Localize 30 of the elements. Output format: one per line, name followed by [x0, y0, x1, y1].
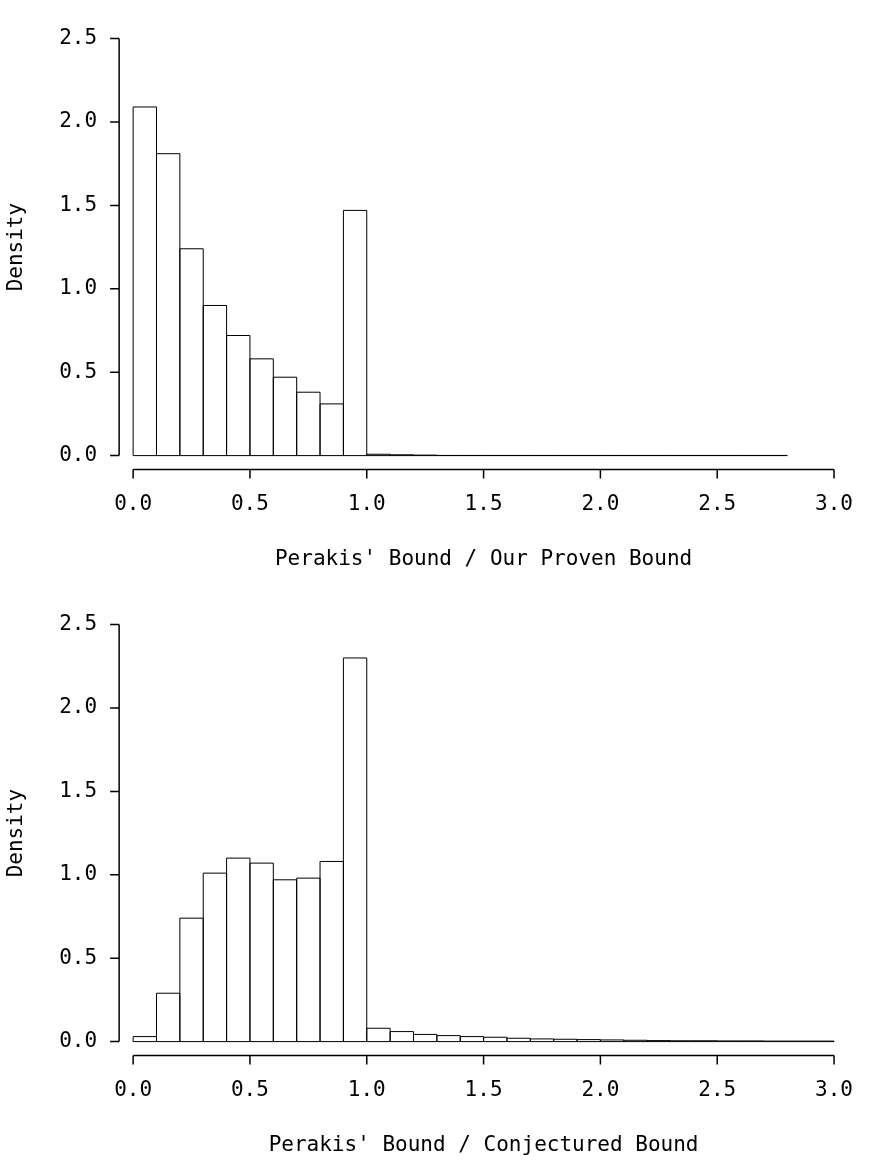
x-tick-label: 2.5 [698, 490, 737, 515]
x-tick-label: 1.5 [464, 490, 503, 515]
y-tick-label: 0.5 [59, 944, 98, 969]
y-tick-label: 1.0 [59, 275, 98, 300]
y-tick-label: 2.0 [59, 694, 98, 719]
y-tick-label: 2.5 [59, 611, 98, 636]
y-axis-title: Density [3, 788, 28, 878]
y-tick-label: 0.5 [59, 358, 98, 383]
x-tick-label: 2.0 [581, 490, 620, 515]
y-tick-label: 1.5 [59, 777, 98, 802]
x-tick-label: 2.0 [581, 1076, 620, 1101]
x-tick-label: 1.5 [464, 1076, 503, 1101]
x-tick-label: 0.0 [114, 490, 153, 515]
y-axis-title: Density [3, 202, 28, 292]
x-tick-label: 1.0 [347, 1076, 386, 1101]
x-tick-label: 1.0 [347, 490, 386, 515]
x-axis-title: Perakis' Bound / Our Proven Bound [274, 545, 693, 570]
x-tick-label: 2.5 [698, 1076, 737, 1101]
x-tick-label: 0.5 [230, 490, 269, 515]
y-tick-label: 0.0 [59, 442, 98, 467]
y-tick-label: 1.0 [59, 861, 98, 886]
y-tick-label: 0.0 [59, 1028, 98, 1053]
x-axis-title: Perakis' Bound / Conjectured Bound [268, 1131, 699, 1156]
x-tick-label: 3.0 [815, 1076, 853, 1101]
y-tick-label: 2.5 [59, 25, 98, 50]
x-tick-label: 0.0 [114, 1076, 153, 1101]
y-tick-label: 2.0 [59, 108, 98, 133]
y-tick-label: 1.5 [59, 191, 98, 216]
x-tick-label: 3.0 [815, 490, 853, 515]
x-tick-label: 0.5 [230, 1076, 269, 1101]
